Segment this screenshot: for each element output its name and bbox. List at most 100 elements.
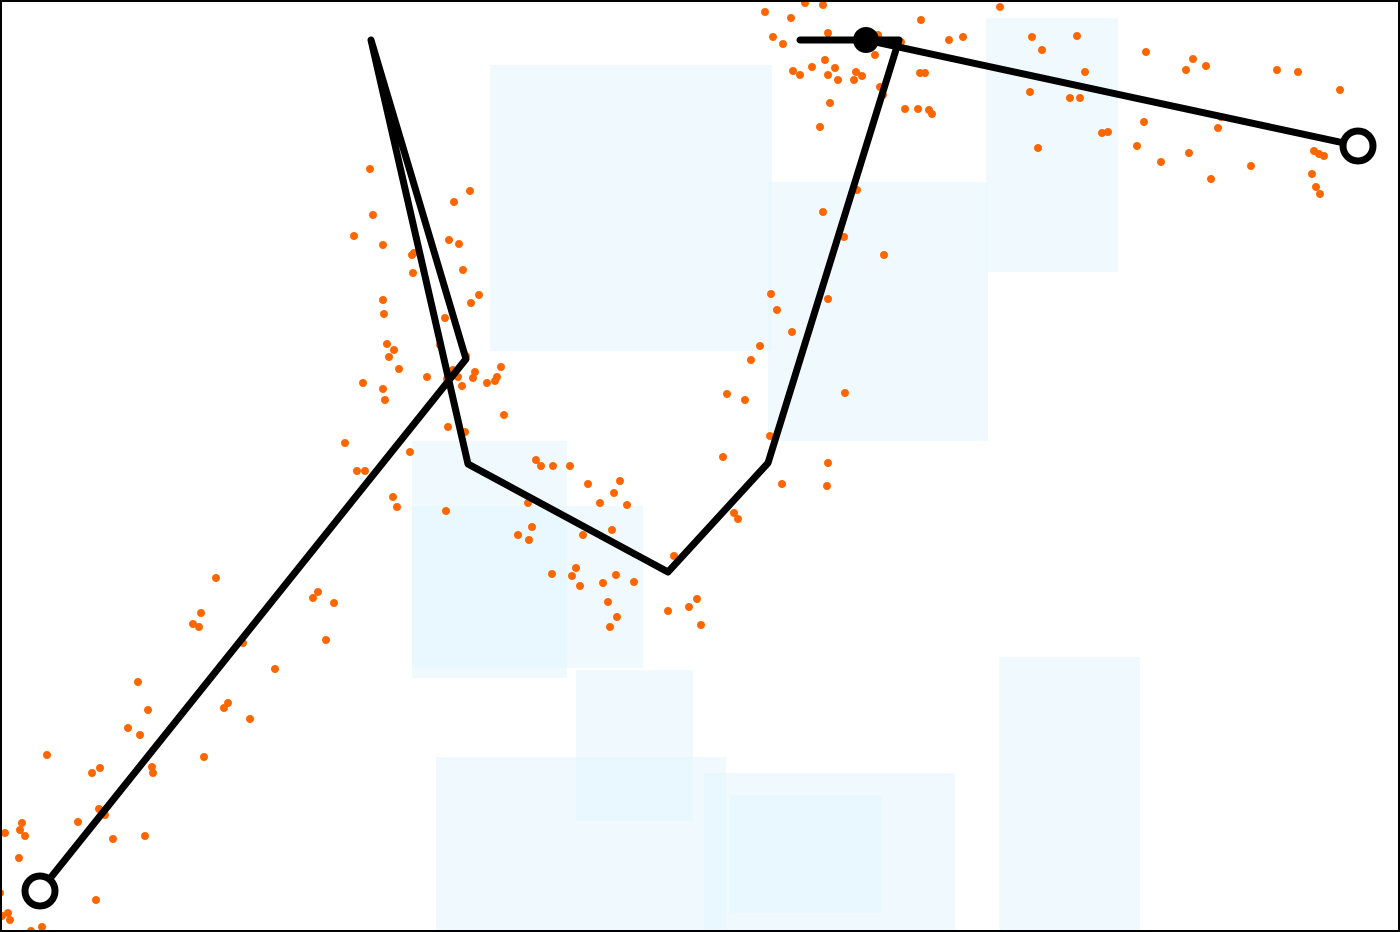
sample-dot [189, 620, 197, 628]
sample-dot [852, 68, 860, 76]
sample-dot [779, 40, 787, 48]
sample-dot [612, 571, 620, 579]
sample-dot [596, 499, 604, 507]
sample-dot [826, 99, 834, 107]
sample-dot [532, 456, 540, 464]
sample-dot [444, 423, 452, 431]
sample-dot [769, 33, 777, 41]
sample-dot [858, 72, 866, 80]
sample-dot [525, 536, 533, 544]
sample-dot [719, 453, 727, 461]
sample-dot [1320, 152, 1328, 160]
sample-dot [21, 832, 29, 840]
sample-dot [1073, 32, 1081, 40]
sample-dot [379, 241, 387, 249]
sample-dot [109, 835, 117, 843]
obstacle-region-9 [730, 795, 882, 913]
sample-dot [1214, 124, 1222, 132]
sample-dot [928, 110, 936, 118]
sample-dot [572, 564, 580, 572]
sample-dot [271, 665, 279, 673]
path-markers [21, 27, 1377, 910]
sample-dot [730, 509, 738, 517]
sample-dot [548, 570, 556, 578]
sample-dot [823, 482, 831, 490]
sample-dot [816, 123, 824, 131]
sample-dot [921, 69, 929, 77]
sample-dot [330, 599, 338, 607]
sample-dot [917, 16, 925, 24]
sample-dot [819, 1, 827, 9]
sample-dot [608, 526, 616, 534]
sample-dot [459, 266, 467, 274]
obstacle-region-7 [436, 757, 726, 932]
sample-dot [385, 353, 393, 361]
sample-dot [834, 76, 842, 84]
sample-dot [359, 379, 367, 387]
sample-dot [773, 306, 781, 314]
sample-dot [475, 291, 483, 299]
sample-dot [514, 531, 522, 539]
sample-dot [6, 916, 14, 924]
sample-dot [824, 71, 832, 79]
sample-dot [787, 14, 795, 22]
sample-dot [309, 594, 317, 602]
sample-dot [38, 923, 46, 931]
sample-dot [693, 595, 701, 603]
sample-dot [341, 439, 349, 447]
sample-dot [441, 314, 449, 322]
sample-dot [195, 623, 203, 631]
sample-dot [630, 578, 638, 586]
sample-dot [616, 477, 624, 485]
sample-dot [664, 607, 672, 615]
sample-dot [197, 609, 205, 617]
sample-dot [450, 198, 458, 206]
sample-dot [1076, 94, 1084, 102]
sample-dot [831, 64, 839, 72]
sample-dot [761, 8, 769, 16]
sample-dot [1038, 46, 1046, 54]
sample-dot [901, 105, 909, 113]
sample-dot [1026, 88, 1034, 96]
sample-dot [824, 459, 832, 467]
sample-dot [685, 603, 693, 611]
sample-dot [670, 552, 678, 560]
sample-dot [246, 715, 254, 723]
sample-dot [381, 396, 389, 404]
sample-dot [1316, 190, 1324, 198]
sample-dot [1081, 68, 1089, 76]
sample-dot [871, 51, 879, 59]
sample-dot [379, 385, 387, 393]
sample-dot [623, 501, 631, 509]
sample-dot [788, 328, 796, 336]
waypoint-marker [853, 27, 879, 53]
sample-dot [723, 390, 731, 398]
sample-dot [406, 448, 414, 456]
sample-dot [606, 623, 614, 631]
sample-dot [767, 290, 775, 298]
sample-dot [466, 187, 474, 195]
sample-dot [841, 389, 849, 397]
sample-dot [1140, 118, 1148, 126]
sample-dot [497, 363, 505, 371]
sample-dot [1066, 94, 1074, 102]
sample-dot [445, 236, 453, 244]
sample-dot [1182, 66, 1190, 74]
sample-dot [599, 579, 607, 587]
sample-dot [1104, 128, 1112, 136]
sample-dot [766, 432, 774, 440]
sample-dot [74, 818, 82, 826]
sample-dot [200, 753, 208, 761]
sample-dot [741, 396, 749, 404]
sample-dot [322, 636, 330, 644]
sample-dot [734, 515, 742, 523]
sample-dot [584, 480, 592, 488]
sample-dot [409, 269, 417, 277]
sample-dot [1157, 158, 1165, 166]
sample-dot [395, 365, 403, 373]
sample-dot [149, 769, 157, 777]
sample-dot [1202, 62, 1210, 70]
sample-dot [613, 613, 621, 621]
sample-dot [467, 299, 475, 307]
